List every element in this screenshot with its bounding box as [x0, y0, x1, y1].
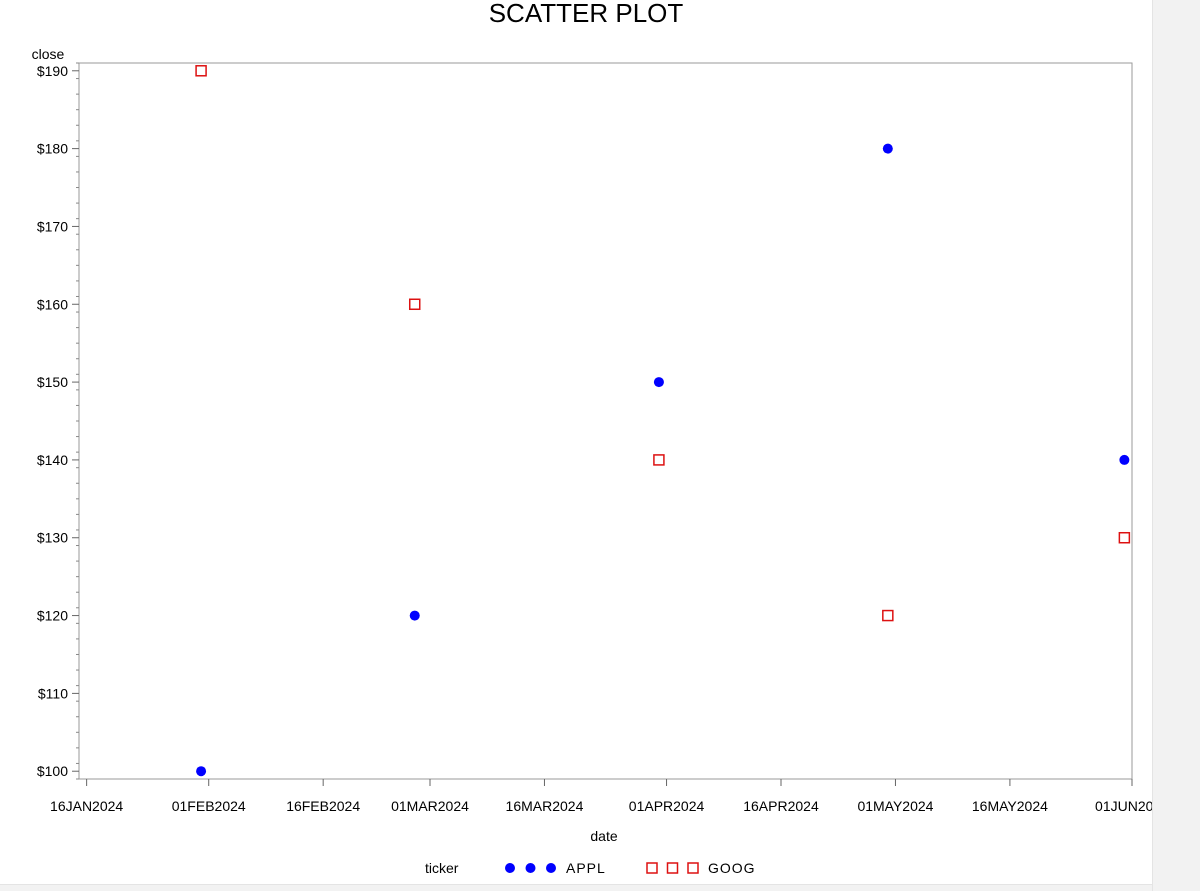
x-tick-label: 01FEB2024	[172, 798, 246, 814]
x-tick-label: 16MAY2024	[972, 798, 1048, 814]
legend-label-goog: GOOG	[708, 860, 756, 876]
plot-area	[78, 62, 1133, 780]
x-tick-label: 01APR2024	[629, 798, 705, 814]
point-goog	[408, 298, 421, 311]
y-tick-label: $160	[37, 296, 68, 312]
legend-label-appl: APPL	[566, 860, 606, 876]
point-appl	[882, 143, 893, 154]
point-appl	[409, 610, 420, 621]
point-appl	[196, 766, 207, 777]
x-tick-label: 16JAN2024	[50, 798, 123, 814]
y-tick-label: $190	[37, 63, 68, 79]
x-tick-label: 01MAY2024	[857, 798, 933, 814]
legend-marker-appl	[505, 863, 515, 873]
y-tick-label: $170	[37, 218, 68, 234]
y-tick-label: $180	[37, 141, 68, 157]
chart-svg: SCATTER PLOT close $100$110$120$130$140$…	[32, 0, 1152, 876]
x-tick-label: 01MAR2024	[391, 798, 469, 814]
legend-marker-goog	[687, 862, 699, 874]
y-tick-label: $130	[37, 530, 68, 546]
x-tick-label: 16FEB2024	[286, 798, 360, 814]
x-axis: 16JAN2024 01FEB2024 16FEB2024 01MAR2024 16MA…	[50, 779, 1152, 814]
x-tick-label: 16MAR2024	[506, 798, 584, 814]
point-appl	[1119, 454, 1130, 465]
x-tick-label: 16APR2024	[743, 798, 819, 814]
point-goog	[1118, 531, 1131, 544]
point-goog	[195, 65, 207, 77]
scroll-gutter	[1152, 0, 1200, 891]
point-goog	[882, 609, 894, 622]
legend: ticker APPL GOOG	[425, 860, 756, 876]
legend-marker-appl	[525, 863, 536, 873]
x-tick-label: 01JUN2024	[1095, 798, 1152, 814]
legend-marker-appl	[546, 863, 556, 873]
y-tick-label: $150	[37, 374, 68, 390]
y-axis: $100 $110 $120 $130 $140 $150 $160 $170 $180 $190	[37, 62, 79, 780]
chart-title: SCATTER PLOT	[489, 0, 684, 28]
y-axis-title: close	[32, 46, 65, 62]
y-tick-label: $140	[37, 452, 68, 468]
point-appl	[653, 377, 664, 388]
point-goog	[653, 454, 665, 466]
y-tick-label: $120	[37, 608, 68, 624]
y-tick-label: $100	[37, 763, 68, 779]
bottom-gutter	[0, 884, 1152, 891]
legend-title: ticker	[425, 860, 459, 876]
data-points	[195, 65, 1131, 777]
legend-marker-goog	[666, 862, 679, 874]
y-tick-label: $110	[38, 685, 68, 701]
x-axis-title: date	[590, 828, 617, 844]
legend-marker-goog	[646, 862, 658, 874]
